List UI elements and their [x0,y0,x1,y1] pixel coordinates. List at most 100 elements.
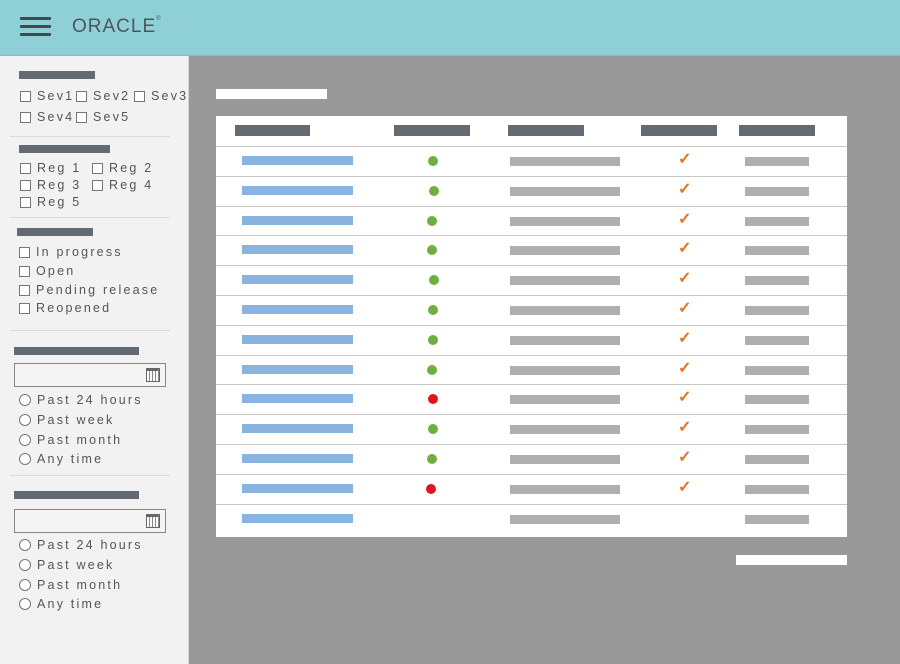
status-dot-icon [426,483,436,494]
column-header[interactable] [394,125,470,136]
checkbox-reg5[interactable]: Reg 5 [20,195,81,209]
checkbox-reg4[interactable]: Reg 4 [92,178,153,192]
row-link[interactable] [242,334,353,344]
column-header[interactable] [641,125,717,136]
row-value [745,395,809,405]
table-row[interactable]: ✓ [216,354,847,385]
checkbox-reg2[interactable]: Reg 2 [92,161,153,175]
filter-sidebar: Sev1 Sev2 Sev3 Sev4 Sev5 Reg 1 Reg 2 Reg… [0,56,189,664]
calendar-icon[interactable] [146,514,160,528]
status-dot-icon [427,364,437,375]
row-link[interactable] [242,275,353,285]
radio-past-month[interactable]: Past month [19,433,122,447]
radio-past-24-hours[interactable]: Past 24 hours [19,538,143,552]
radio-any-time[interactable]: Any time [19,452,103,466]
main-content: ✓ ✓ ✓ ✓ ✓ ✓ ✓ ✓ ✓ ✓ ✓ ✓ [189,56,900,664]
checkbox-pending-release[interactable]: Pending release [19,283,159,297]
checkmark-icon: ✓ [678,389,692,407]
row-value [510,514,620,524]
radio-past-month[interactable]: Past month [19,578,122,592]
table-row[interactable] [216,503,847,534]
checkbox-sev3[interactable]: Sev3 [134,89,188,103]
table-row[interactable]: ✓ [216,265,847,295]
table-row[interactable]: ✓ [216,235,847,265]
row-value [510,484,620,494]
calendar-icon[interactable] [146,368,160,382]
row-link[interactable] [242,483,353,493]
status-dot-icon [428,305,438,315]
row-link[interactable] [242,305,353,314]
status-dot-icon [428,334,438,345]
oracle-logo: ORACLE® [72,16,162,37]
row-link[interactable] [242,185,353,195]
pagination[interactable] [736,555,847,565]
checkbox-sev5[interactable]: Sev5 [76,110,130,124]
divider [10,217,170,218]
table-row[interactable]: ✓ [216,414,847,444]
row-value [510,335,620,345]
severity-filter-heading [19,71,95,79]
radio-past-week[interactable]: Past week [19,558,114,572]
row-value [745,246,809,256]
row-value [745,455,809,464]
row-link[interactable] [242,513,353,523]
row-link[interactable] [242,394,353,404]
row-link[interactable] [242,424,353,434]
row-value [510,246,620,256]
checkmark-icon: ✓ [678,329,692,347]
table-row[interactable]: ✓ [216,146,847,176]
table-row[interactable]: ✓ [216,384,847,414]
row-link[interactable] [242,364,353,374]
divider [10,475,170,476]
table-row[interactable]: ✓ [216,444,847,474]
checkbox-reg3[interactable]: Reg 3 [20,178,81,192]
row-link[interactable] [242,454,353,463]
row-value [745,484,809,494]
date-input[interactable] [14,363,166,387]
date-input[interactable] [14,509,166,533]
checkbox-sev1[interactable]: Sev1 [20,89,74,103]
date-filter-heading [14,347,139,355]
row-value [745,514,809,524]
row-value [745,425,809,435]
hamburger-icon[interactable] [20,16,52,38]
radio-any-time[interactable]: Any time [19,597,103,611]
column-header[interactable] [508,125,584,136]
row-value [510,186,620,196]
table-row[interactable]: ✓ [216,295,847,325]
checkmark-icon: ✓ [678,240,692,258]
row-value [510,425,620,435]
row-link[interactable] [242,215,353,225]
radio-past-week[interactable]: Past week [19,413,114,427]
row-value [510,157,620,166]
checkmark-icon: ✓ [678,151,692,168]
checkbox-reopened[interactable]: Reopened [19,301,111,315]
checkmark-icon: ✓ [678,449,692,466]
row-value [745,306,809,315]
row-value [745,276,809,286]
checkmark-icon: ✓ [678,210,692,228]
checkbox-reg1[interactable]: Reg 1 [20,161,81,175]
column-header[interactable] [739,125,815,136]
checkmark-icon: ✓ [678,270,692,288]
checkmark-icon: ✓ [678,419,692,437]
row-link[interactable] [242,156,353,165]
checkbox-open[interactable]: Open [19,264,75,278]
table-row[interactable]: ✓ [216,324,847,355]
checkmark-icon: ✓ [678,359,692,377]
table-row[interactable]: ✓ [216,473,847,504]
checkbox-sev4[interactable]: Sev4 [20,110,74,124]
row-value [510,395,620,405]
row-value [510,455,620,464]
row-value [510,216,620,226]
row-link[interactable] [242,245,353,255]
radio-past-24-hours[interactable]: Past 24 hours [19,393,143,407]
table-row[interactable]: ✓ [216,205,847,236]
checkmark-icon: ✓ [678,300,692,317]
column-header[interactable] [235,125,310,136]
checkbox-sev2[interactable]: Sev2 [76,89,130,103]
checkbox-in-progress[interactable]: In progress [19,245,123,259]
row-value [745,335,809,345]
status-dot-icon [429,185,439,196]
table-row[interactable]: ✓ [216,175,847,206]
